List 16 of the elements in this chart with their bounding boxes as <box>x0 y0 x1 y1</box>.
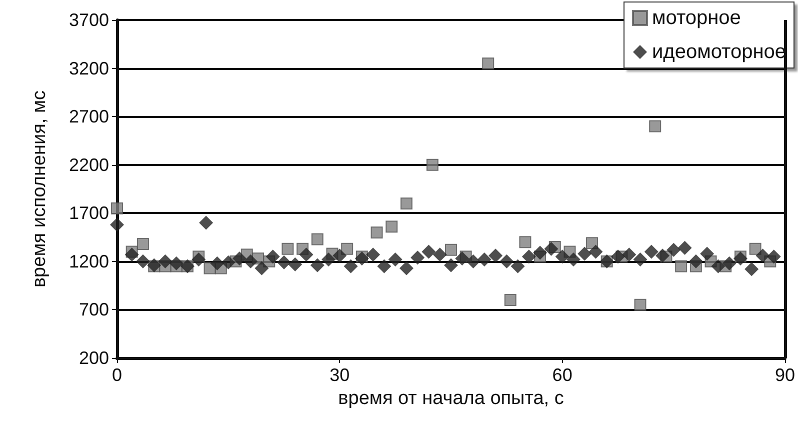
legend-label: моторное <box>652 7 741 29</box>
y-tick-label: 1200 <box>68 251 109 272</box>
y-tick-label: 1700 <box>68 203 109 224</box>
y-tick-label: 3200 <box>68 58 109 78</box>
y-tick-label: 200 <box>78 348 109 368</box>
x-tick-label: 90 <box>774 365 796 385</box>
x-tick-label: 30 <box>330 365 350 385</box>
y-tick-label: 2700 <box>68 106 109 127</box>
y-axis-title: время исполнения, мс <box>29 90 50 288</box>
x-axis-title: время от начала опыта, с <box>338 388 564 409</box>
legend-label: идеомоторное <box>652 41 786 63</box>
y-tick-label: 700 <box>78 300 109 320</box>
x-tick-label: 0 <box>112 365 122 385</box>
x-tick-label: 60 <box>552 365 572 385</box>
y-tick-label: 3700 <box>68 10 109 30</box>
y-tick-label: 2200 <box>68 154 109 175</box>
